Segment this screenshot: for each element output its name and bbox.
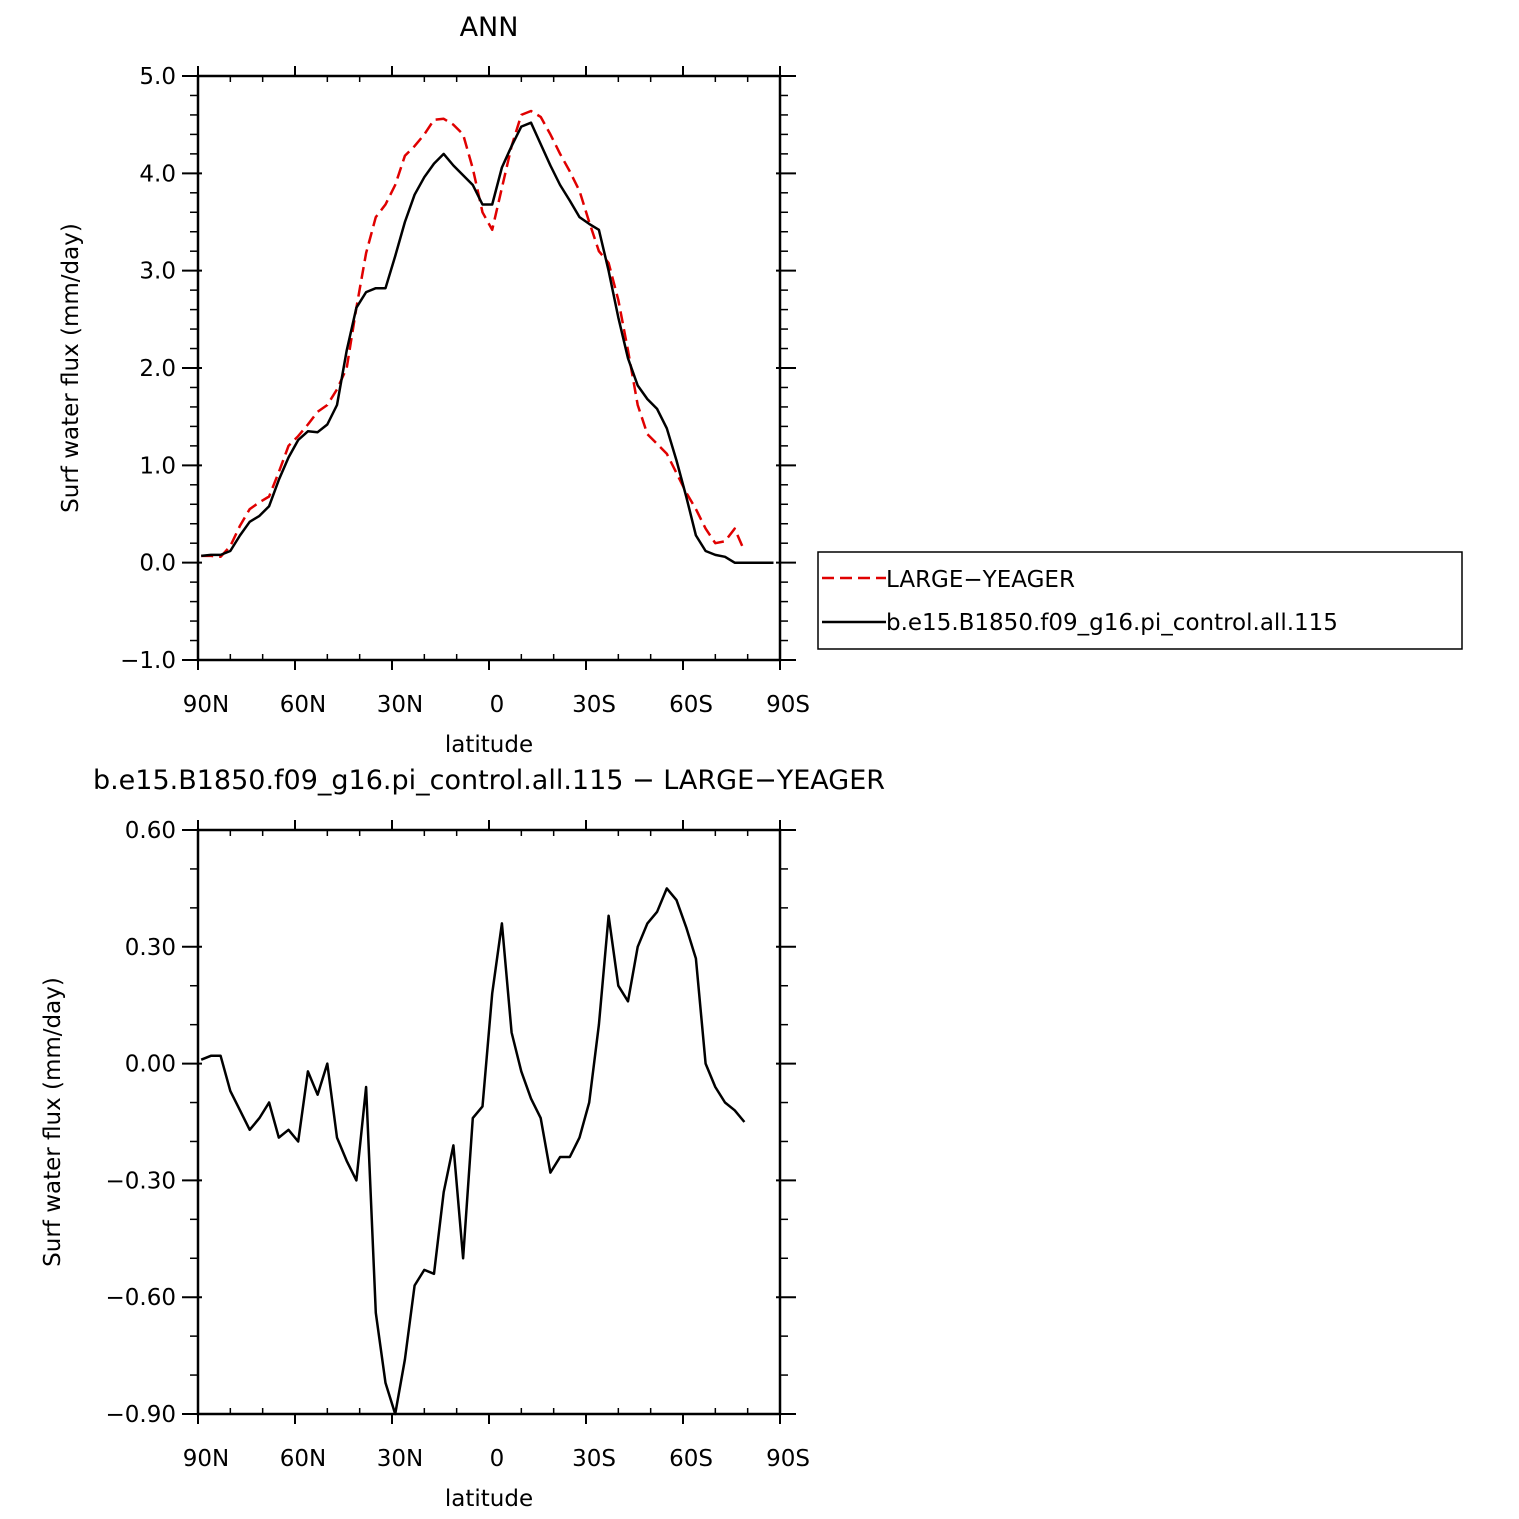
ytick-label: 0.0	[139, 551, 176, 577]
xtick-label: 0	[490, 1446, 505, 1472]
xtick-label: 30S	[572, 1446, 616, 1472]
legend-box	[817, 551, 1463, 650]
xtick-label: 90S	[766, 1446, 810, 1472]
xtick-label: 90N	[183, 692, 229, 718]
legend: LARGE−YEAGER b.e15.B1850.f09_g16.pi_cont…	[817, 551, 1463, 650]
xtick-label: 90S	[766, 692, 810, 718]
ytick-label: 5.0	[139, 64, 176, 90]
panel1-xlabel: latitude	[445, 732, 533, 758]
xtick-label: 0	[490, 692, 505, 718]
xtick-label: 30N	[377, 1446, 423, 1472]
ytick-label: 2.0	[139, 356, 176, 382]
panel1-title: ANN	[460, 12, 519, 43]
panel2-plot-frame	[196, 828, 782, 1416]
legend-label-control: b.e15.B1850.f09_g16.pi_control.all.115	[886, 610, 1338, 636]
panel1-series-layer	[201, 109, 774, 564]
ytick-label: −1.0	[120, 648, 176, 674]
xtick-label: 30S	[572, 692, 616, 718]
panel1-plot-frame	[196, 74, 782, 662]
ytick-label: 0.60	[125, 818, 176, 844]
xtick-label: 60S	[669, 1446, 713, 1472]
ytick-label: 3.0	[139, 259, 176, 285]
xtick-label: 60N	[280, 1446, 326, 1472]
panel2-series-layer	[200, 887, 746, 1416]
ytick-label: −0.60	[106, 1285, 176, 1311]
panel2-ylabel: Surf water flux (mm/day)	[40, 977, 66, 1267]
ytick-label: 4.0	[139, 161, 176, 187]
panel2-tick-layer: 90N 60N 30N 0 30S 60S 90S −0.90 −0.60 −0.30 0.00 0.…	[106, 818, 810, 1472]
top-panel: ANN 90N 60N 30N 0 30S 60S 90S −1.0 0.0 1.0 2.0 3.0 4…	[58, 12, 1463, 758]
xtick-label: 90N	[183, 1446, 229, 1472]
ytick-label: 0.00	[125, 1052, 176, 1078]
ytick-label: 1.0	[139, 453, 176, 479]
ytick-label: 0.30	[125, 935, 176, 961]
series-line-1-2	[201, 121, 774, 564]
ytick-label: −0.90	[106, 1402, 176, 1428]
panel2-title: b.e15.B1850.f09_g16.pi_control.all.115 −…	[93, 765, 885, 796]
series-line-1-1	[201, 109, 746, 559]
legend-label-large-yeager: LARGE−YEAGER	[886, 567, 1075, 593]
xtick-label: 60S	[669, 692, 713, 718]
panel1-ylabel: Surf water flux (mm/day)	[58, 223, 84, 513]
panel2-xlabel: latitude	[445, 1486, 533, 1512]
bottom-panel: b.e15.B1850.f09_g16.pi_control.all.115 −…	[40, 765, 885, 1512]
panel1-tick-layer: 90N 60N 30N 0 30S 60S 90S −1.0 0.0 1.0 2.0 3.0 4.0 5.…	[120, 64, 810, 718]
xtick-label: 30N	[377, 692, 423, 718]
ytick-label: −0.30	[106, 1168, 176, 1194]
series-line-2-1	[200, 887, 746, 1416]
xtick-label: 60N	[280, 692, 326, 718]
